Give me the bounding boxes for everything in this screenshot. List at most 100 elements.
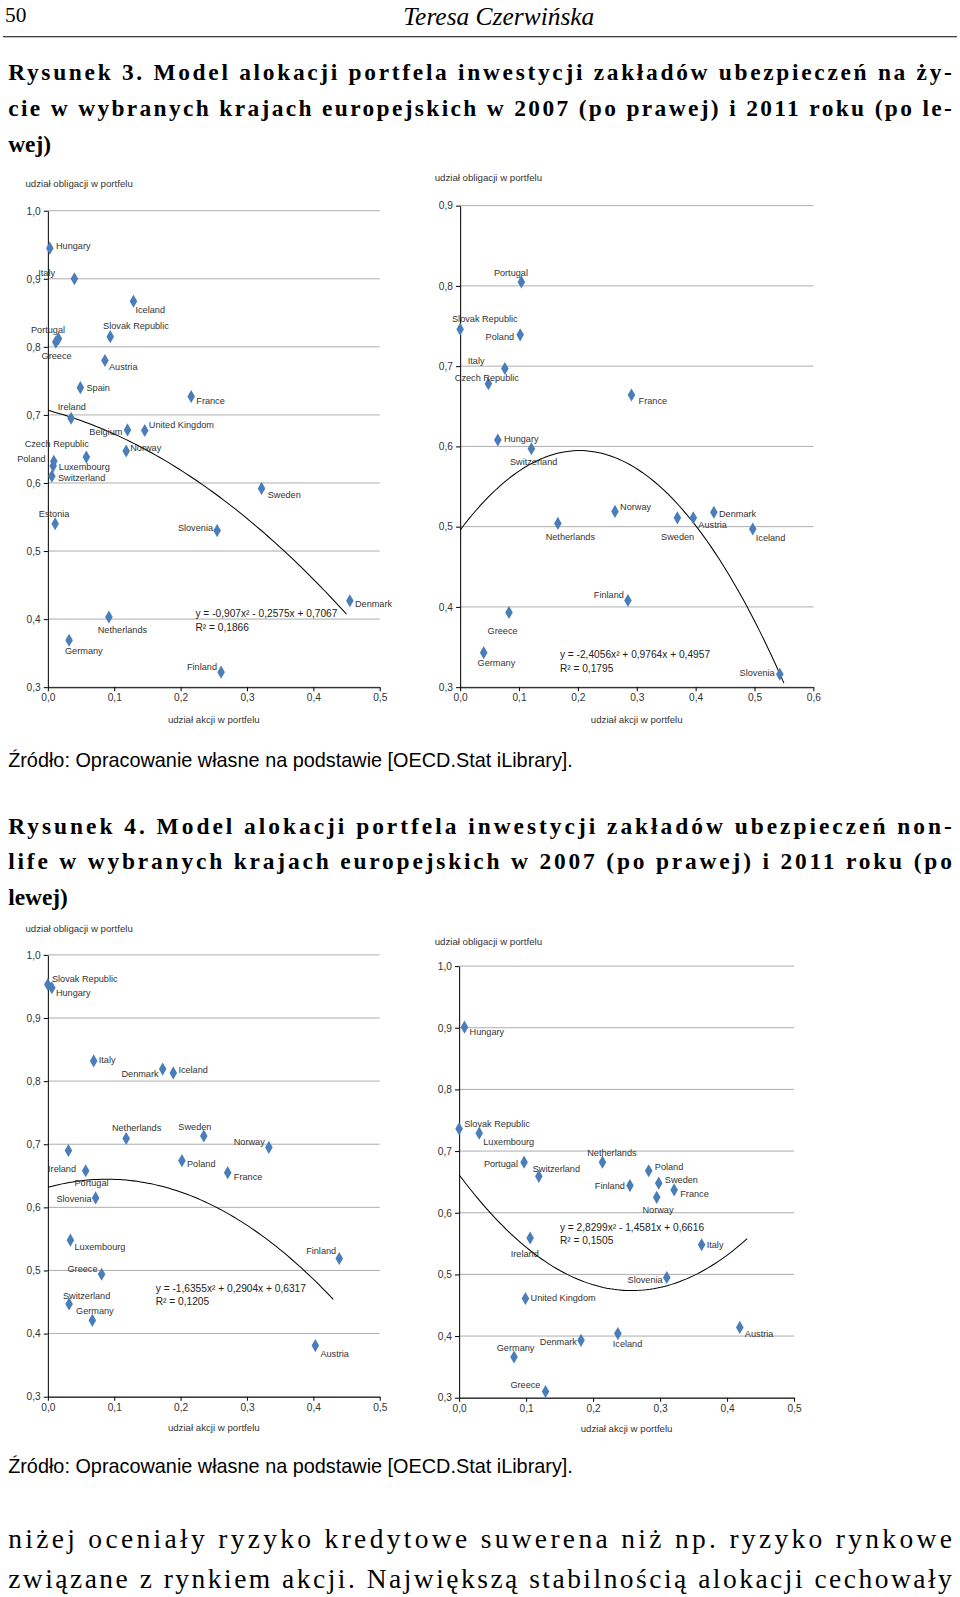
point-label: Hungary: [470, 1027, 505, 1037]
tick: 0,3: [240, 1397, 254, 1413]
tick: 0,5: [27, 546, 48, 557]
tick-mark: [455, 1213, 459, 1214]
point: [698, 1238, 706, 1251]
point-label: Switzerland: [63, 1291, 110, 1301]
tick-label: 0,9: [27, 1013, 41, 1024]
point: [98, 1268, 106, 1281]
tick-label: 1,0: [27, 205, 41, 216]
point-label: Ireland: [58, 402, 86, 412]
grid-line: [48, 1207, 380, 1208]
figure-source: Źródło: Opracowanie własne na podstawie …: [8, 749, 573, 771]
tick-mark: [380, 1397, 381, 1401]
trend-r2: R² = 0,1205: [156, 1296, 210, 1307]
grid-line: [460, 205, 813, 206]
point: [92, 1191, 100, 1204]
point: [105, 610, 113, 623]
tick-label: 0,7: [27, 1139, 41, 1150]
chart: 0,00,10,20,30,40,50,30,40,50,60,70,80,91…: [435, 936, 802, 1435]
tick: 0,6: [439, 441, 460, 452]
axis-line: [48, 955, 49, 1397]
x-axis-title: udział akcji w portfelu: [581, 1423, 673, 1434]
tick-mark: [456, 206, 460, 207]
tick-mark: [459, 1398, 460, 1402]
point: [628, 388, 636, 401]
tick-label: 0,6: [27, 478, 41, 489]
point-label: Sweden: [178, 1122, 211, 1132]
tick-label: 0,6: [27, 1202, 41, 1213]
tick: 0,5: [373, 1397, 387, 1413]
tick: 0,6: [27, 1202, 48, 1213]
tick-label: 0,4: [689, 693, 703, 704]
point: [124, 423, 132, 436]
figure-caption: wej): [8, 131, 51, 157]
tick: 0,3: [240, 687, 254, 703]
tick: 0,6: [27, 478, 48, 489]
tick-label: 0,2: [174, 1402, 188, 1413]
tick: 0,7: [439, 361, 460, 372]
tick: 0,6: [807, 687, 821, 703]
point: [178, 1154, 186, 1167]
trend-line: [48, 1179, 333, 1299]
tick-label: 0,3: [439, 682, 453, 693]
point: [455, 1122, 463, 1135]
tick-label: 0,4: [307, 1402, 321, 1413]
tick-mark: [578, 687, 579, 691]
grid: [48, 955, 380, 1397]
axis-line: [460, 1398, 795, 1399]
grid-line: [48, 278, 380, 279]
point: [346, 594, 354, 607]
tick-label: 0,8: [27, 1076, 41, 1087]
point: [65, 634, 73, 647]
axis: 0,30,40,50,60,70,80,91,0: [27, 205, 49, 692]
figure-caption: Rysunek 4. Model alokacji portfela inwes…: [8, 813, 952, 839]
tick: 0,0: [41, 687, 55, 703]
point-labels: HungaryItalyIcelandSlovak RepublicPortug…: [17, 241, 392, 672]
tick-mark: [456, 527, 460, 528]
point-label: Norway: [620, 502, 651, 512]
point-label: Poland: [655, 1162, 684, 1172]
point-label: Italy: [99, 1055, 116, 1065]
tick-mark: [48, 1397, 49, 1401]
tick: 0,8: [438, 1084, 459, 1095]
point-label: Norway: [130, 443, 161, 453]
body-text: związane z rynkiem akcji. Największą sta…: [8, 1564, 952, 1594]
tick-label: 0,7: [27, 410, 41, 421]
axis: 0,30,40,50,60,70,80,9: [439, 200, 461, 693]
point-label: Sweden: [665, 1175, 698, 1185]
point-label: Poland: [486, 332, 515, 342]
point-label: Estonia: [39, 509, 70, 519]
point-label: Austria: [109, 362, 138, 372]
point: [77, 381, 85, 394]
tick-label: 1,0: [438, 961, 452, 972]
tick-mark: [114, 1397, 115, 1401]
point-label: Italy: [707, 1240, 724, 1250]
tick-label: 0,1: [108, 693, 122, 704]
tick-mark: [755, 687, 756, 691]
point-label: Austria: [320, 1349, 349, 1359]
tick-label: 0,3: [438, 1392, 452, 1403]
tick: 0,3: [27, 682, 48, 693]
point: [689, 511, 697, 524]
tick-mark: [456, 607, 460, 608]
tick-mark: [813, 687, 814, 691]
tick: 0,3: [654, 1398, 668, 1414]
point: [494, 433, 502, 446]
point: [461, 1021, 469, 1034]
tick: 0,2: [174, 687, 188, 703]
point-label: Netherlands: [112, 1123, 162, 1133]
point-label: Switzerland: [533, 1164, 580, 1174]
tick: 0,1: [108, 687, 122, 703]
point: [50, 455, 58, 468]
document-text: 50Teresa CzerwińskaRysunek 3. Model alok…: [3, 2, 957, 1594]
trend-equation: y = -1,6355x² + 0,2904x + 0,6317: [156, 1283, 306, 1294]
tick-mark: [727, 1398, 728, 1402]
tick-mark: [380, 687, 381, 691]
tick-label: 0,5: [373, 693, 387, 704]
point-label: Germany: [497, 1343, 535, 1353]
point-label: Spain: [86, 383, 109, 393]
tick-mark: [44, 483, 48, 484]
point-label: Germany: [65, 646, 103, 656]
tick-label: 0,2: [571, 693, 585, 704]
point-label: Finland: [306, 1246, 336, 1256]
point-label: Denmark: [540, 1337, 578, 1347]
